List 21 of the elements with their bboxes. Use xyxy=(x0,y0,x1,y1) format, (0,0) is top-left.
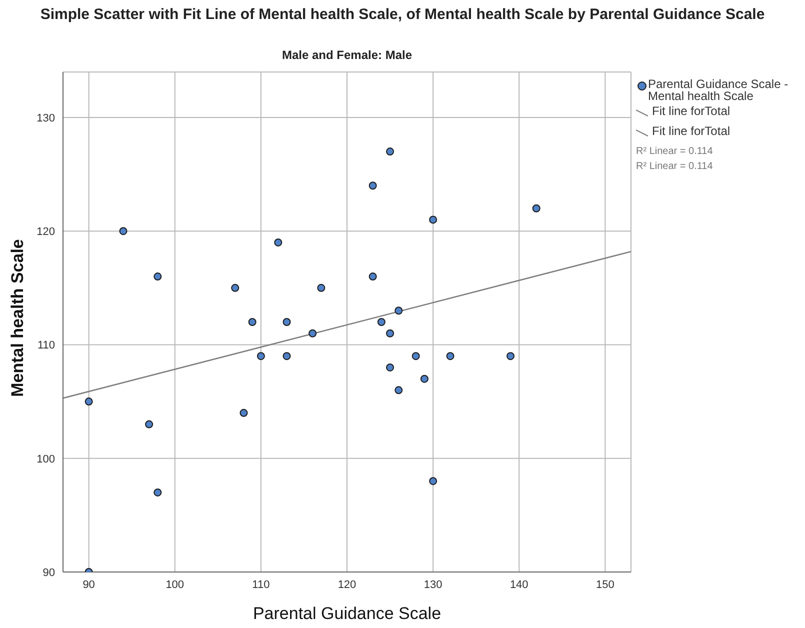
y-tick-label: 130 xyxy=(36,112,55,124)
x-tick-label: 100 xyxy=(166,578,184,591)
x-tick-label: 130 xyxy=(424,578,442,591)
y-tick-label: 110 xyxy=(37,340,55,352)
legend-label: Fit line forTotal xyxy=(652,124,730,138)
text: R² Linear = 0.114 xyxy=(636,146,714,157)
x-tick-label: 110 xyxy=(252,578,270,591)
x-tick-label: 150 xyxy=(596,578,614,591)
text: R² Linear = 0.114 xyxy=(636,161,714,172)
x-tick-label: 120 xyxy=(338,578,356,591)
x-tick-label: 90 xyxy=(82,578,95,591)
chart-subtitle: Male and Female: Male xyxy=(280,48,414,62)
legend-label: Parental Guidance Scale - Mental health Scale xyxy=(648,77,790,103)
y-tick-label: 120 xyxy=(36,226,55,238)
y-axis-title: Mental health Scale xyxy=(8,239,28,397)
chart-title: Simple Scatter with Fit Line of Mental health Scale, of Mental health Scale by Parental Guidance Scale xyxy=(39,6,766,23)
x-tick-label: 140 xyxy=(510,578,528,591)
x-axis-title: Parental Guidance Scale xyxy=(252,604,442,624)
legend-label: Fit line forTotal xyxy=(652,104,730,118)
y-tick-label: 100 xyxy=(36,453,55,466)
y-tick-label: 90 xyxy=(42,566,55,579)
